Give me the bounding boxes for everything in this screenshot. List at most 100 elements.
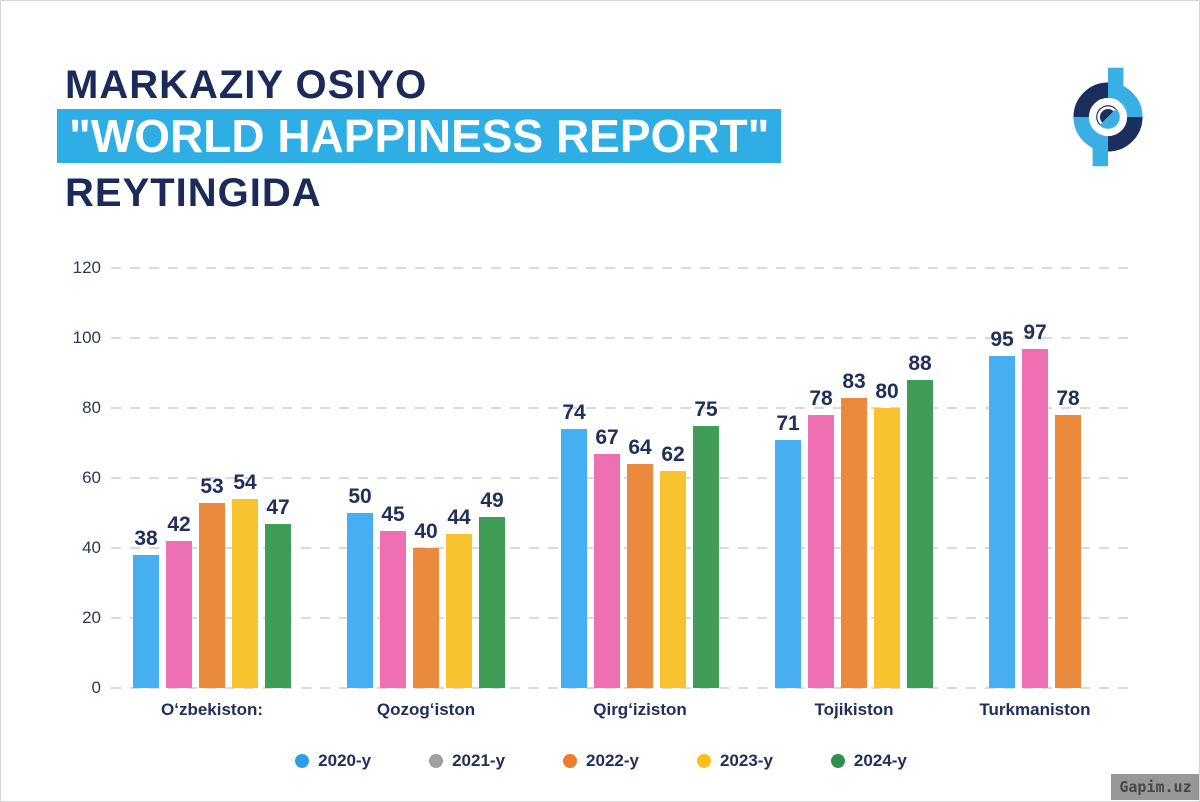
- bar-group-4: 71 78 83 80 88 Tojikiston: [775, 352, 933, 719]
- page-title-line1: MARKAZIY OSIYO: [65, 63, 428, 107]
- gridline-100: [111, 337, 1131, 339]
- x-category-label: Qirgʻiziston: [593, 700, 687, 719]
- gridline-20: [111, 617, 1131, 619]
- bar-group-3: 74 67 64 62 75 Qirgʻiziston: [561, 398, 719, 719]
- bar-2020-y: 74: [561, 401, 587, 688]
- gridline-80: [111, 407, 1131, 409]
- bar-rect: [166, 541, 192, 688]
- bar-value-label: 67: [595, 425, 619, 449]
- legend-label: 2021-y: [452, 751, 506, 770]
- bar-rect: [1022, 348, 1048, 688]
- x-category-label: Turkmaniston: [979, 700, 1091, 719]
- legend-label: 2024-y: [853, 751, 907, 770]
- bar-rect: [232, 499, 258, 688]
- bar-rect: [413, 548, 439, 688]
- bar-value-label: 97: [1023, 320, 1047, 344]
- bar-rect: [594, 453, 620, 688]
- bar-value-label: 40: [414, 520, 438, 543]
- legend-dot: [429, 754, 444, 768]
- bar-2021-y: 97: [1022, 321, 1048, 688]
- legend-dot: [696, 754, 711, 768]
- bar-2021-y: 78: [808, 387, 834, 688]
- legend-dot: [563, 754, 578, 768]
- bar-2023-y: 54: [232, 471, 258, 688]
- legend-item-2024-y: 2024-y: [830, 751, 907, 771]
- bar-rect: [1055, 415, 1081, 688]
- bar-2022-y: 78: [1055, 387, 1081, 688]
- bar-rect: [479, 516, 505, 688]
- bar-rect: [907, 380, 933, 688]
- legend-item-2020-y: 2020-y: [295, 751, 371, 771]
- bar-rect: [347, 513, 373, 688]
- y-axis-tick-60: 60: [82, 468, 101, 487]
- bar-2024-y: 49: [479, 489, 505, 688]
- bar-2021-y: 45: [380, 503, 406, 688]
- chart-legend: 2020-y 2021-y 2022-y 2023-y 2024-y: [1, 751, 1199, 771]
- bar-2024-y: 75: [693, 398, 719, 688]
- bar-value-label: 95: [990, 327, 1014, 351]
- bar-rect: [561, 429, 587, 688]
- bar-rect: [874, 408, 900, 688]
- x-category-label: Qozogʻiston: [376, 700, 476, 719]
- legend-label: 2022-y: [586, 751, 639, 770]
- bar-2024-y: 88: [907, 352, 933, 688]
- bar-2022-y: 83: [841, 370, 867, 688]
- bar-2023-y: 80: [874, 380, 900, 688]
- bar-rect: [989, 355, 1015, 688]
- legend-label: 2023-y: [719, 751, 773, 770]
- bar-value-label: 78: [1056, 387, 1080, 410]
- bar-value-label: 44: [447, 506, 471, 529]
- legend-item-2022-y: 2022-y: [563, 751, 639, 771]
- bar-2020-y: 38: [133, 527, 159, 688]
- x-category-label: Tojikiston: [814, 700, 894, 719]
- gridline-120: [111, 267, 1131, 269]
- bar-2023-y: 44: [446, 506, 472, 688]
- bar-value-label: 75: [694, 397, 718, 421]
- bar-rect: [775, 439, 801, 688]
- bar-rect: [660, 471, 686, 688]
- bar-value-label: 80: [875, 380, 899, 403]
- y-axis-tick-120: 120: [72, 258, 101, 277]
- bar-group-1: 38 42 53 54 47 Oʻzbekiston:: [133, 471, 291, 719]
- gridline-60: [111, 477, 1131, 479]
- bar-value-label: 50: [348, 485, 372, 508]
- bar-value-label: 83: [842, 369, 866, 393]
- bar-value-label: 64: [628, 436, 652, 459]
- bar-value-label: 49: [480, 488, 504, 512]
- bar-value-label: 88: [908, 352, 932, 375]
- gridline-0: [111, 687, 1131, 689]
- bar-value-label: 62: [661, 443, 685, 466]
- bar-value-label: 38: [134, 527, 158, 550]
- bar-value-label: 45: [381, 502, 405, 526]
- bar-value-label: 54: [233, 471, 257, 494]
- legend-dot: [830, 754, 845, 768]
- bar-2024-y: 47: [265, 496, 291, 688]
- bar-value-label: 78: [809, 387, 833, 410]
- gridline-40: [111, 547, 1131, 549]
- bar-2021-y: 42: [166, 513, 192, 688]
- bar-rect: [693, 425, 719, 688]
- y-axis-tick-20: 20: [82, 608, 101, 627]
- bar-rect: [133, 555, 159, 688]
- bar-2022-y: 53: [199, 475, 225, 688]
- bar-rect: [380, 530, 406, 688]
- bar-value-label: 53: [200, 474, 224, 498]
- page-title-line3: REYTINGIDA: [65, 171, 322, 215]
- bar-2020-y: 95: [989, 328, 1015, 688]
- bar-group-2: 50 45 40 44 49 Qozogʻiston: [347, 485, 505, 719]
- legend-item-2021-y: 2021-y: [429, 751, 505, 771]
- watermark-badge: Gapim.uz: [1111, 774, 1199, 800]
- bar-2022-y: 64: [627, 436, 653, 688]
- y-axis-tick-0: 0: [91, 678, 101, 697]
- bar-2021-y: 67: [594, 426, 620, 688]
- bar-group-5: 95 97 78 Turkmaniston: [979, 321, 1090, 720]
- bar-value-label: 74: [562, 401, 586, 424]
- bar-2020-y: 50: [347, 485, 373, 688]
- bar-value-label: 71: [776, 411, 800, 435]
- y-axis-tick-100: 100: [72, 328, 101, 347]
- bar-rect: [808, 415, 834, 688]
- bar-rect: [199, 502, 225, 688]
- brand-swirl-logo-icon: [1073, 67, 1143, 167]
